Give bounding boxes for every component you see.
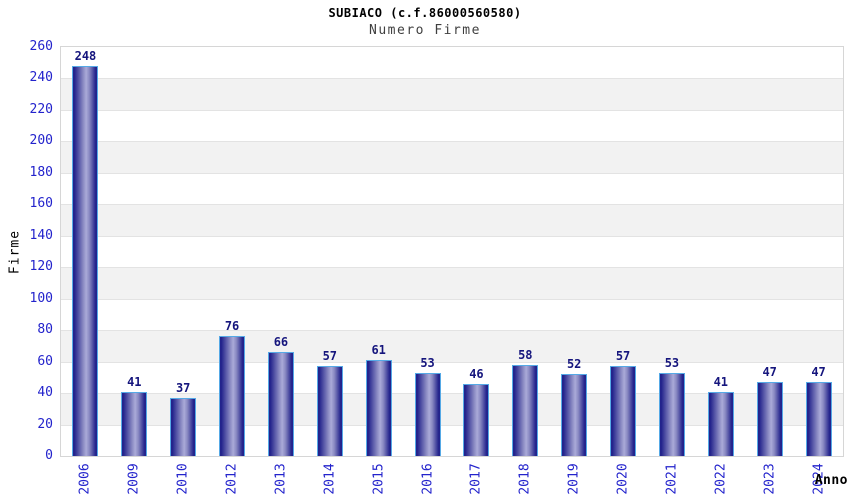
y-tick-label: 0 bbox=[45, 448, 53, 463]
bar-value-label: 52 bbox=[566, 357, 582, 372]
y-tick-label: 60 bbox=[37, 353, 53, 369]
y-tick-label: 140 bbox=[29, 227, 53, 243]
x-tick-label: 2006 bbox=[77, 463, 93, 495]
plot-band bbox=[61, 330, 843, 362]
bar bbox=[267, 352, 294, 456]
bar bbox=[658, 372, 685, 456]
chart-subtitle: Numero Firme bbox=[369, 23, 481, 38]
x-tick-label: 2021 bbox=[664, 463, 680, 495]
y-tick-label: 180 bbox=[29, 164, 53, 180]
plot-area: Firme 0 20 40 60 80 100 120 140 160 180 200 220 240 2… bbox=[8, 39, 844, 495]
bar bbox=[365, 360, 392, 456]
bar-value-label: 57 bbox=[615, 349, 631, 364]
bar bbox=[805, 382, 832, 456]
plot-band bbox=[61, 235, 843, 268]
bar-value-label: 47 bbox=[762, 365, 777, 380]
bar bbox=[170, 397, 197, 456]
chart-title: SUBIACO (c.f.86000560580) bbox=[328, 6, 522, 20]
x-tick-label: 2022 bbox=[713, 463, 729, 495]
gridline bbox=[61, 330, 843, 332]
x-tick-label: 2014 bbox=[322, 463, 338, 495]
gridline bbox=[61, 298, 843, 300]
bar bbox=[72, 65, 99, 456]
plot-band bbox=[61, 204, 843, 236]
gridline bbox=[61, 424, 843, 426]
x-tick-label: 2012 bbox=[224, 463, 240, 495]
bar-value-label: 58 bbox=[518, 347, 533, 362]
plot-band bbox=[61, 109, 843, 142]
y-tick-label: 40 bbox=[37, 385, 53, 401]
x-tick-label: 2023 bbox=[762, 463, 778, 495]
gridline bbox=[61, 204, 843, 206]
x-tick-label: 2020 bbox=[615, 463, 631, 495]
y-tick-label: 20 bbox=[37, 416, 53, 432]
bar-value-label: 76 bbox=[224, 319, 240, 334]
bar bbox=[463, 383, 490, 456]
x-tick-label: 2013 bbox=[273, 463, 289, 495]
y-tick-label: 100 bbox=[29, 290, 53, 306]
y-tick-label: 260 bbox=[29, 39, 53, 54]
bar-value-label: 53 bbox=[664, 355, 680, 370]
gridline bbox=[61, 267, 843, 269]
plot-band bbox=[61, 172, 843, 205]
x-tick-label: 2010 bbox=[175, 463, 191, 495]
x-tick-label: 2017 bbox=[468, 463, 484, 495]
bar-value-label: 46 bbox=[469, 366, 484, 381]
y-tick-label: 120 bbox=[29, 259, 53, 275]
x-tick-label: 2019 bbox=[566, 463, 582, 495]
bar-value-label: 53 bbox=[420, 355, 435, 370]
y-tick-label: 80 bbox=[37, 322, 53, 338]
y-tick-label: 160 bbox=[29, 196, 53, 212]
plot-band bbox=[61, 267, 843, 299]
x-tick-label: 2018 bbox=[517, 463, 533, 495]
bar bbox=[561, 374, 588, 456]
x-axis-title: Anno bbox=[814, 473, 848, 488]
bar-value-label: 66 bbox=[273, 335, 289, 350]
bar-value-label: 61 bbox=[371, 343, 386, 358]
plot-band bbox=[61, 47, 843, 79]
y-tick-label: 220 bbox=[29, 101, 53, 117]
x-tick-label: 2016 bbox=[420, 463, 436, 495]
bar-value-label: 41 bbox=[127, 374, 142, 389]
x-tick-label: 2009 bbox=[126, 463, 142, 495]
y-tick-label: 200 bbox=[29, 133, 53, 149]
bar-value-label: 37 bbox=[175, 380, 191, 395]
bar bbox=[756, 382, 783, 456]
plot-band bbox=[61, 298, 843, 331]
gridline bbox=[61, 393, 843, 395]
gridline bbox=[61, 78, 843, 80]
plot-band bbox=[61, 361, 843, 394]
gridline bbox=[61, 109, 843, 111]
plot-band bbox=[61, 141, 843, 173]
bar-value-label: 41 bbox=[713, 374, 729, 389]
bar bbox=[219, 336, 246, 456]
bar bbox=[316, 366, 343, 456]
x-tick-label: 2015 bbox=[371, 463, 387, 495]
bar bbox=[707, 391, 734, 456]
bar bbox=[610, 366, 637, 456]
y-tick-label: 240 bbox=[29, 70, 53, 86]
bar bbox=[414, 372, 441, 456]
gridline bbox=[61, 172, 843, 174]
bar-value-label: 47 bbox=[811, 365, 826, 380]
bar bbox=[512, 364, 539, 456]
bar-value-label: 57 bbox=[322, 349, 338, 364]
gridline bbox=[61, 361, 843, 363]
plot-band bbox=[61, 78, 843, 110]
gridline bbox=[61, 141, 843, 143]
gridline bbox=[61, 235, 843, 237]
bar bbox=[121, 391, 148, 456]
bar-value-label: 248 bbox=[74, 48, 97, 63]
